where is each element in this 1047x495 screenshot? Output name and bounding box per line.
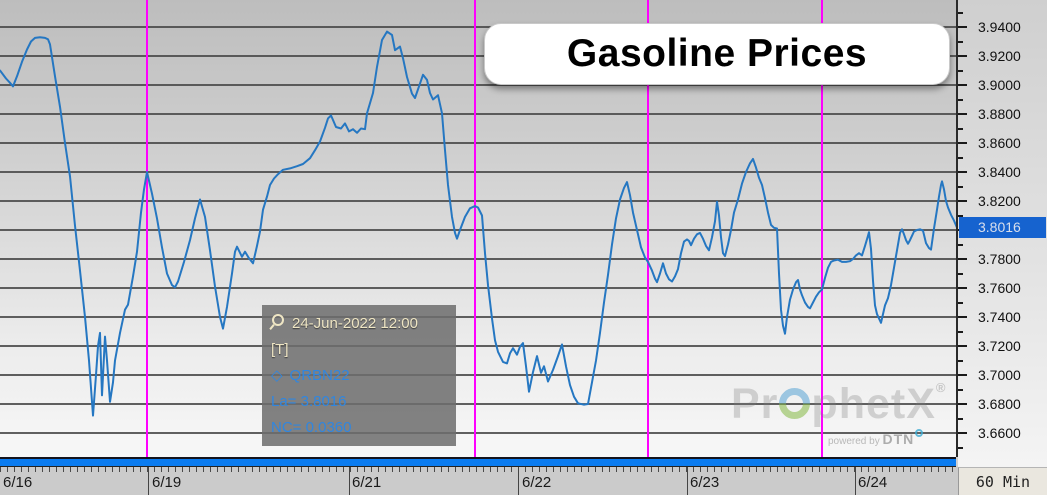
price-tick <box>958 98 963 101</box>
watermark-text: Pr phetX® <box>731 380 947 428</box>
price-tick <box>958 388 963 391</box>
session-separator <box>687 467 688 495</box>
price-tick <box>958 446 963 449</box>
price-tick <box>958 301 963 304</box>
diamond-icon: ◇ <box>271 367 283 384</box>
price-tick <box>958 156 963 159</box>
price-tick-label: 3.7400 <box>978 309 1021 325</box>
price-tick <box>958 345 967 347</box>
session-separator <box>148 467 149 495</box>
price-tick <box>958 113 967 115</box>
powered-by-dtn: powered by DTN <box>828 429 924 447</box>
price-tick-label: 3.7800 <box>978 251 1021 267</box>
price-tick <box>958 432 967 434</box>
price-tick-label: 3.6800 <box>978 396 1021 412</box>
price-tick-label: 3.7200 <box>978 338 1021 354</box>
price-tick <box>958 40 963 43</box>
price-tick-label: 3.7000 <box>978 367 1021 383</box>
registered-mark: ® <box>935 380 947 395</box>
price-tick <box>958 272 963 275</box>
price-tick <box>958 84 967 86</box>
tooltip-tag: [T] <box>271 340 289 358</box>
price-tick <box>958 417 963 420</box>
crosshair-tooltip: 24-Jun-2022 12:00 [T] ◇ QRBN22 La= 3.801… <box>262 305 456 446</box>
time-axis[interactable]: 6/16 6/19 6/21 6/22 6/23 6/24 <box>0 467 958 495</box>
price-tick <box>958 171 967 173</box>
price-tick <box>958 258 967 260</box>
price-tick <box>958 127 963 130</box>
last-price-badge: 3.8016 <box>959 216 1046 238</box>
tooltip-net-change: NC= 0.0360 <box>271 418 352 436</box>
price-tick-label: 3.9000 <box>978 77 1021 93</box>
magnifier-icon <box>272 314 284 326</box>
price-tick <box>958 214 963 217</box>
tooltip-last-price: La= 3.8016 <box>271 392 347 410</box>
price-tick-label: 3.9200 <box>978 48 1021 64</box>
price-tick-label: 3.8600 <box>978 135 1021 151</box>
tooltip-symbol: QRBN22 <box>289 366 350 384</box>
date-label: 6/23 <box>690 474 720 491</box>
price-tick-label: 3.8800 <box>978 106 1021 122</box>
horizontal-scrollbar[interactable] <box>0 457 956 467</box>
price-tick-label: 3.7600 <box>978 280 1021 296</box>
price-tick <box>958 142 967 144</box>
date-label: 6/22 <box>522 474 552 491</box>
price-tick <box>958 200 967 202</box>
chart-title: Gasoline Prices <box>566 32 868 75</box>
session-separator <box>518 467 519 495</box>
chart-title-box[interactable]: Gasoline Prices <box>484 23 950 85</box>
price-tick <box>958 287 967 289</box>
price-tick <box>958 359 963 362</box>
date-label: 6/19 <box>152 474 182 491</box>
time-axis-ticks <box>0 467 958 472</box>
price-tick <box>958 185 963 188</box>
price-tick <box>958 26 967 28</box>
price-tick-label: 3.6600 <box>978 425 1021 441</box>
price-series-line <box>0 30 956 417</box>
price-tick <box>958 403 967 405</box>
price-tick <box>958 316 967 318</box>
interval-label: 60 Min <box>975 472 1031 491</box>
session-separator <box>855 467 856 495</box>
date-label: 6/24 <box>858 474 888 491</box>
price-tick <box>958 330 963 333</box>
price-axis[interactable]: 3.8016 3.9400 3.9200 3.9000 3.8800 3.8600 3.8… <box>958 0 1047 467</box>
price-tick <box>958 69 963 72</box>
price-tick-label: 3.8400 <box>978 164 1021 180</box>
date-label: 6/16 <box>3 474 33 491</box>
tooltip-symbol-row: ◇ QRBN22 <box>271 362 456 388</box>
tooltip-datetime-row: 24-Jun-2022 12:00 <box>271 310 456 336</box>
date-label: 6/21 <box>352 474 382 491</box>
price-tick-label: 3.9400 <box>978 19 1021 35</box>
price-tick <box>958 374 967 376</box>
session-separator <box>349 467 350 495</box>
price-tick <box>958 11 963 14</box>
prophetx-watermark: Pr phetX® powered by DTN <box>731 380 947 447</box>
tooltip-datetime: 24-Jun-2022 12:00 <box>292 314 418 332</box>
price-tick <box>958 55 967 57</box>
interval-panel: 60 Min <box>958 467 1047 495</box>
price-tick-label: 3.8200 <box>978 193 1021 209</box>
price-tick <box>958 243 963 246</box>
dtn-registered-icon <box>915 429 924 437</box>
